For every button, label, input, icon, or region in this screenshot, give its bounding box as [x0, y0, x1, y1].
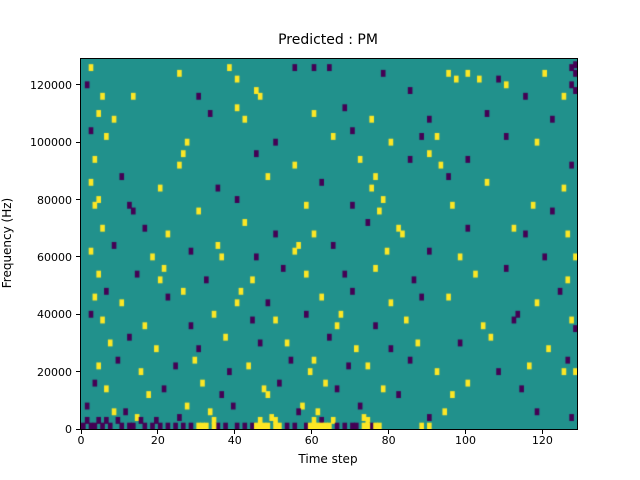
y-tick-mark: [76, 84, 80, 86]
x-tick-mark: [464, 430, 466, 434]
heatmap-canvas: [80, 58, 578, 430]
y-tick-mark: [76, 428, 80, 430]
y-tick-mark: [76, 199, 80, 201]
y-tick-mark: [76, 256, 80, 258]
x-tick-label: 80: [381, 434, 396, 447]
x-tick-mark: [80, 430, 82, 434]
x-tick-label: 120: [531, 434, 553, 447]
x-tick-mark: [388, 430, 390, 434]
x-tick-mark: [541, 430, 543, 434]
x-tick-label: 40: [227, 434, 242, 447]
x-tick-label: 0: [77, 434, 85, 447]
y-tick-label: 40000: [37, 308, 72, 322]
y-axis-label: Frequency (Hz): [0, 197, 14, 289]
x-tick-label: 60: [304, 434, 319, 447]
y-tick-mark: [76, 371, 80, 373]
x-axis-label: Time step: [298, 452, 358, 466]
y-tick-label: 20000: [37, 365, 72, 379]
x-tick-mark: [234, 430, 236, 434]
x-tick-mark: [157, 430, 159, 434]
y-tick-label: 60000: [37, 250, 72, 264]
y-tick-label: 80000: [37, 193, 72, 207]
y-tick-label: 0: [65, 423, 72, 436]
y-tick-mark: [76, 313, 80, 315]
chart-title: Predicted : PM: [278, 32, 378, 48]
x-tick-mark: [311, 430, 313, 434]
x-tick-label: 100: [454, 434, 476, 447]
y-tick-label: 100000: [30, 136, 72, 150]
y-tick-label: 120000: [30, 78, 72, 92]
y-tick-mark: [76, 141, 80, 143]
x-tick-label: 20: [150, 434, 165, 447]
